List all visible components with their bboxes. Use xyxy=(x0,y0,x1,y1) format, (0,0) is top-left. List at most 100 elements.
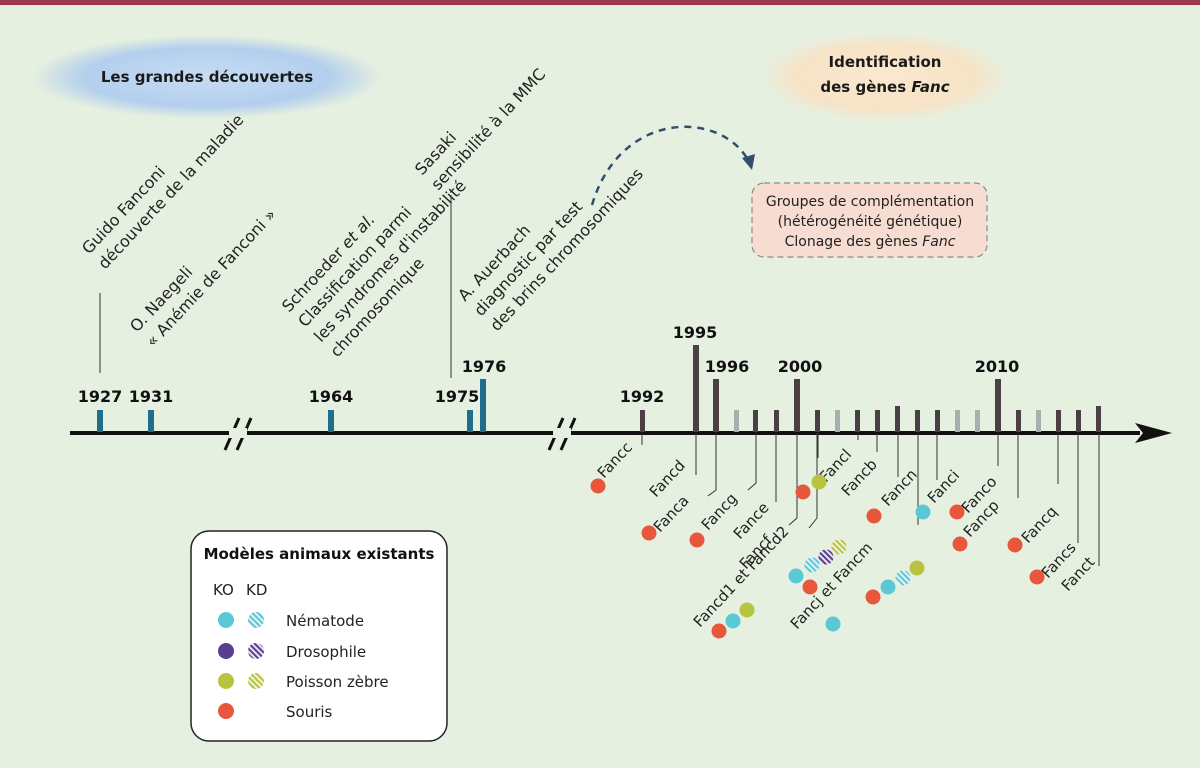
legend-label-drosophila: Drosophile xyxy=(286,643,366,661)
discovery-auerbach: A. Auerbach diagnostic par test des brin… xyxy=(454,164,647,334)
tick-gene-f xyxy=(855,410,860,432)
tick-gene-b xyxy=(753,410,758,432)
gene-fanci: Fanci xyxy=(924,466,963,506)
left-header-title: Les grandes découvertes xyxy=(101,68,313,86)
tick-gene-d xyxy=(815,410,820,432)
dot-fancl-mouse xyxy=(795,484,811,500)
gene-fancn: Fancn xyxy=(878,465,921,509)
tick-1976 xyxy=(480,379,486,432)
year-1927: 1927 xyxy=(78,387,123,406)
year-2000: 2000 xyxy=(778,357,823,376)
legend-dot-drosophila-ko xyxy=(218,643,234,659)
dashed-arrow-head xyxy=(742,154,755,170)
dot-fancn-mouse xyxy=(866,508,882,524)
top-border xyxy=(0,0,1200,5)
tick-1927 xyxy=(97,410,103,432)
gene-fancc: Fancc xyxy=(594,438,636,481)
dot-fancg-mouse xyxy=(689,532,705,548)
dot-fancp-mouse xyxy=(952,536,968,552)
discovery-naegeli-line2: « Anémie de Fanconi » xyxy=(142,205,280,351)
legend-dot-drosophila-kd xyxy=(248,643,264,659)
tick-gene-m xyxy=(1016,410,1021,432)
dot-fanca-mouse xyxy=(641,525,657,541)
year-1931: 1931 xyxy=(129,387,174,406)
tick-gene-e xyxy=(835,410,840,432)
dot-fancc-mouse xyxy=(590,478,606,494)
groups-box-line1: Groupes de complémentation xyxy=(766,194,974,210)
tick-1931 xyxy=(148,410,154,432)
dot-fancd2-nematode-kd xyxy=(804,557,820,573)
dot-fanci-nematode xyxy=(915,504,931,520)
dot-fancj-zebrafish xyxy=(909,560,925,576)
right-header-line2: des gènes Fanc xyxy=(820,78,949,96)
dashed-arrow xyxy=(590,125,750,206)
tick-gene-q xyxy=(1096,406,1101,432)
dot-fancd2-drosophila-kd xyxy=(818,549,834,565)
dot-fancd1-nematode xyxy=(725,613,741,629)
left-header-ellipse xyxy=(32,35,382,119)
legend-dot-nematode-kd xyxy=(248,612,264,628)
right-header-ellipse xyxy=(760,32,1010,122)
tick-2000 xyxy=(794,379,800,432)
legend-label-nematode: Nématode xyxy=(286,612,364,630)
groups-box-line3: Clonage des gènes Fanc xyxy=(785,234,956,250)
discovery-fanconi: Guido Fanconi découverte de la maladie xyxy=(78,110,247,272)
dot-fancd2-nematode xyxy=(788,568,804,584)
tick-gene-p xyxy=(1076,410,1081,432)
tick-2010 xyxy=(995,379,1001,432)
legend-label-zebrafish: Poisson zèbre xyxy=(286,673,389,691)
legend-dot-zebrafish-ko xyxy=(218,673,234,689)
dot-fancq-mouse xyxy=(1007,537,1023,553)
dot-fancj-nematode-kd xyxy=(895,570,911,586)
dot-fancs-mouse xyxy=(1029,569,1045,585)
dot-fancj-mouse xyxy=(865,589,881,605)
groups-box xyxy=(751,182,988,258)
year-1976: 1976 xyxy=(462,357,507,376)
year-1975: 1975 xyxy=(435,387,480,406)
tick-1995 xyxy=(693,345,699,432)
tick-gene-k xyxy=(955,410,960,432)
axis-break-right-gap xyxy=(553,428,571,438)
year-1996: 1996 xyxy=(705,357,750,376)
dot-fancj-nematode xyxy=(880,579,896,595)
year-1995: 1995 xyxy=(673,323,718,342)
tick-1975 xyxy=(467,410,473,432)
tick-gene-n xyxy=(1036,410,1041,432)
tick-gene-a xyxy=(734,410,739,432)
discovery-sasaki: Sasaki sensibilité à la MMC xyxy=(411,65,549,194)
tick-gene-h xyxy=(895,406,900,432)
legend-dot-mouse-ko xyxy=(218,703,234,719)
dot-fancd1-mouse xyxy=(711,623,727,639)
groups-box-line2: (hétérogénéité génétique) xyxy=(778,214,963,230)
dot-fancd2-mouse xyxy=(802,579,818,595)
dot-fancm-nematode xyxy=(825,616,841,632)
year-2010: 2010 xyxy=(975,357,1020,376)
dot-fancl-zebrafish xyxy=(811,474,827,490)
dot-fanco-mouse xyxy=(949,504,965,520)
year-1992: 1992 xyxy=(620,387,665,406)
year-1964: 1964 xyxy=(309,387,354,406)
legend-dot-zebrafish-kd xyxy=(248,673,264,689)
tick-gene-o xyxy=(1056,410,1061,432)
tick-gene-c xyxy=(774,410,779,432)
gene-leaders xyxy=(641,433,1100,566)
right-header-line1: Identification xyxy=(829,53,942,71)
dot-fancd1-zebrafish xyxy=(739,602,755,618)
tick-gene-j xyxy=(935,410,940,432)
tick-1964 xyxy=(328,410,334,432)
timeline-arrowhead xyxy=(1135,423,1172,443)
tick-1996 xyxy=(713,379,719,432)
dot-fancd2-zebrafish-kd xyxy=(831,539,847,555)
legend-kd-header: KD xyxy=(246,581,267,599)
axis-break-left-gap xyxy=(229,428,247,438)
gene-fancq: Fancq xyxy=(1018,502,1061,546)
legend-label-mouse: Souris xyxy=(286,703,333,721)
tick-gene-g xyxy=(875,410,880,432)
legend-title: Modèles animaux existants xyxy=(204,545,435,563)
tick-gene-l xyxy=(975,410,980,432)
model-dots xyxy=(590,474,1045,639)
legend-ko-header: KO xyxy=(213,581,234,599)
tick-gene-i xyxy=(915,410,920,432)
